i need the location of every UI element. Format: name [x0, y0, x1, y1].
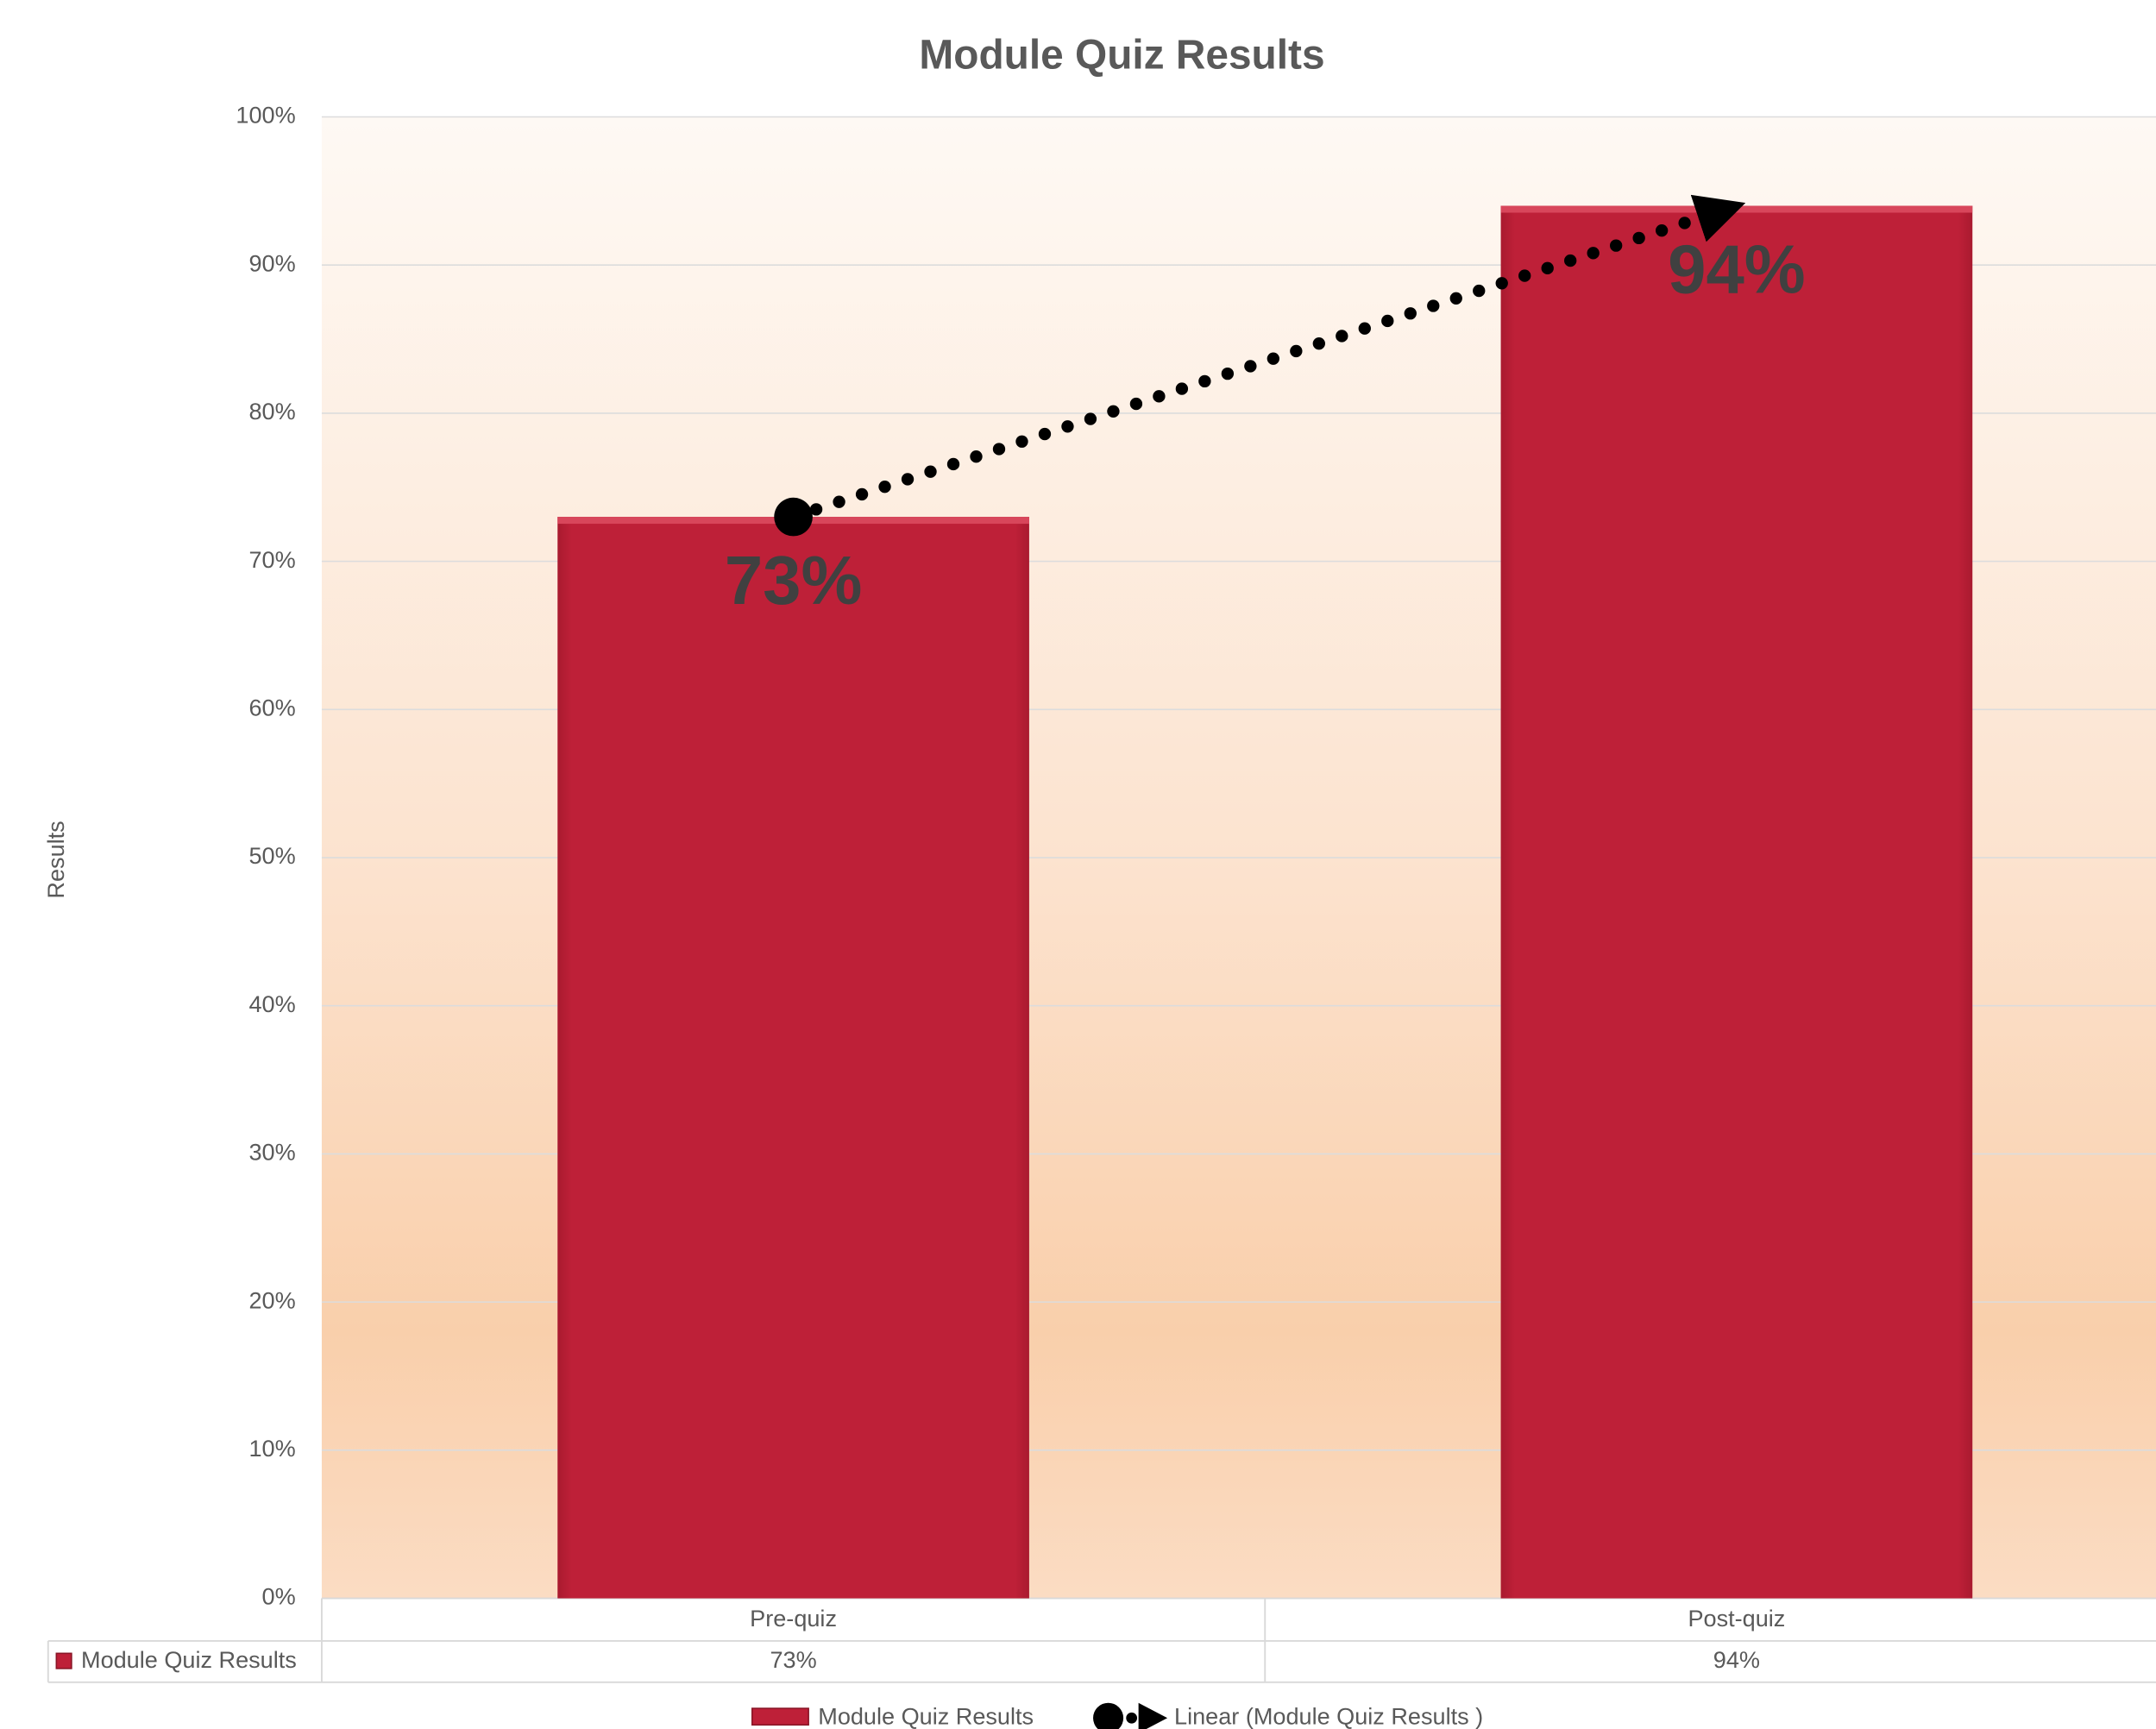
y-tick-label: 0%: [262, 1583, 296, 1610]
trendline-start: [774, 497, 813, 537]
y-tick-label: 40%: [248, 990, 295, 1017]
y-tick-label: 80%: [248, 398, 295, 424]
legend-key-trend-arrow: [1138, 1702, 1168, 1729]
table-value: 73%: [770, 1646, 816, 1673]
y-tick-label: 20%: [248, 1286, 295, 1313]
bar: [557, 517, 1029, 1599]
category-label: Pre-quiz: [750, 1605, 837, 1632]
legend-label: Linear (Module Quiz Results ): [1174, 1702, 1483, 1729]
y-tick-label: 100%: [236, 102, 295, 129]
y-tick-label: 50%: [248, 842, 295, 869]
legend-label: Module Quiz Results: [818, 1702, 1034, 1729]
y-tick-label: 90%: [248, 249, 295, 276]
y-tick-label: 10%: [248, 1435, 295, 1462]
legend-key-trend-dot: [1126, 1712, 1138, 1724]
y-axis-label: Results: [42, 820, 69, 898]
data-label: 94%: [1668, 230, 1805, 307]
category-label: Post-quiz: [1688, 1605, 1785, 1632]
y-tick-label: 70%: [248, 546, 295, 573]
y-tick-label: 30%: [248, 1139, 295, 1166]
bar: [1500, 205, 1973, 1599]
data-label: 73%: [725, 542, 862, 619]
table-value: 94%: [1713, 1646, 1760, 1673]
table-legend-key: [55, 1652, 72, 1669]
legend-key-trend-dot: [1093, 1702, 1124, 1729]
data-table-lines: [47, 1597, 2156, 1683]
y-tick-label: 60%: [248, 694, 295, 720]
trendline: [787, 194, 1746, 524]
table-series-name: Module Quiz Results: [81, 1646, 297, 1673]
chart-title: Module Quiz Results: [919, 33, 1324, 79]
legend-key-bar: [751, 1707, 809, 1726]
bar-top-edge: [1500, 205, 1973, 213]
